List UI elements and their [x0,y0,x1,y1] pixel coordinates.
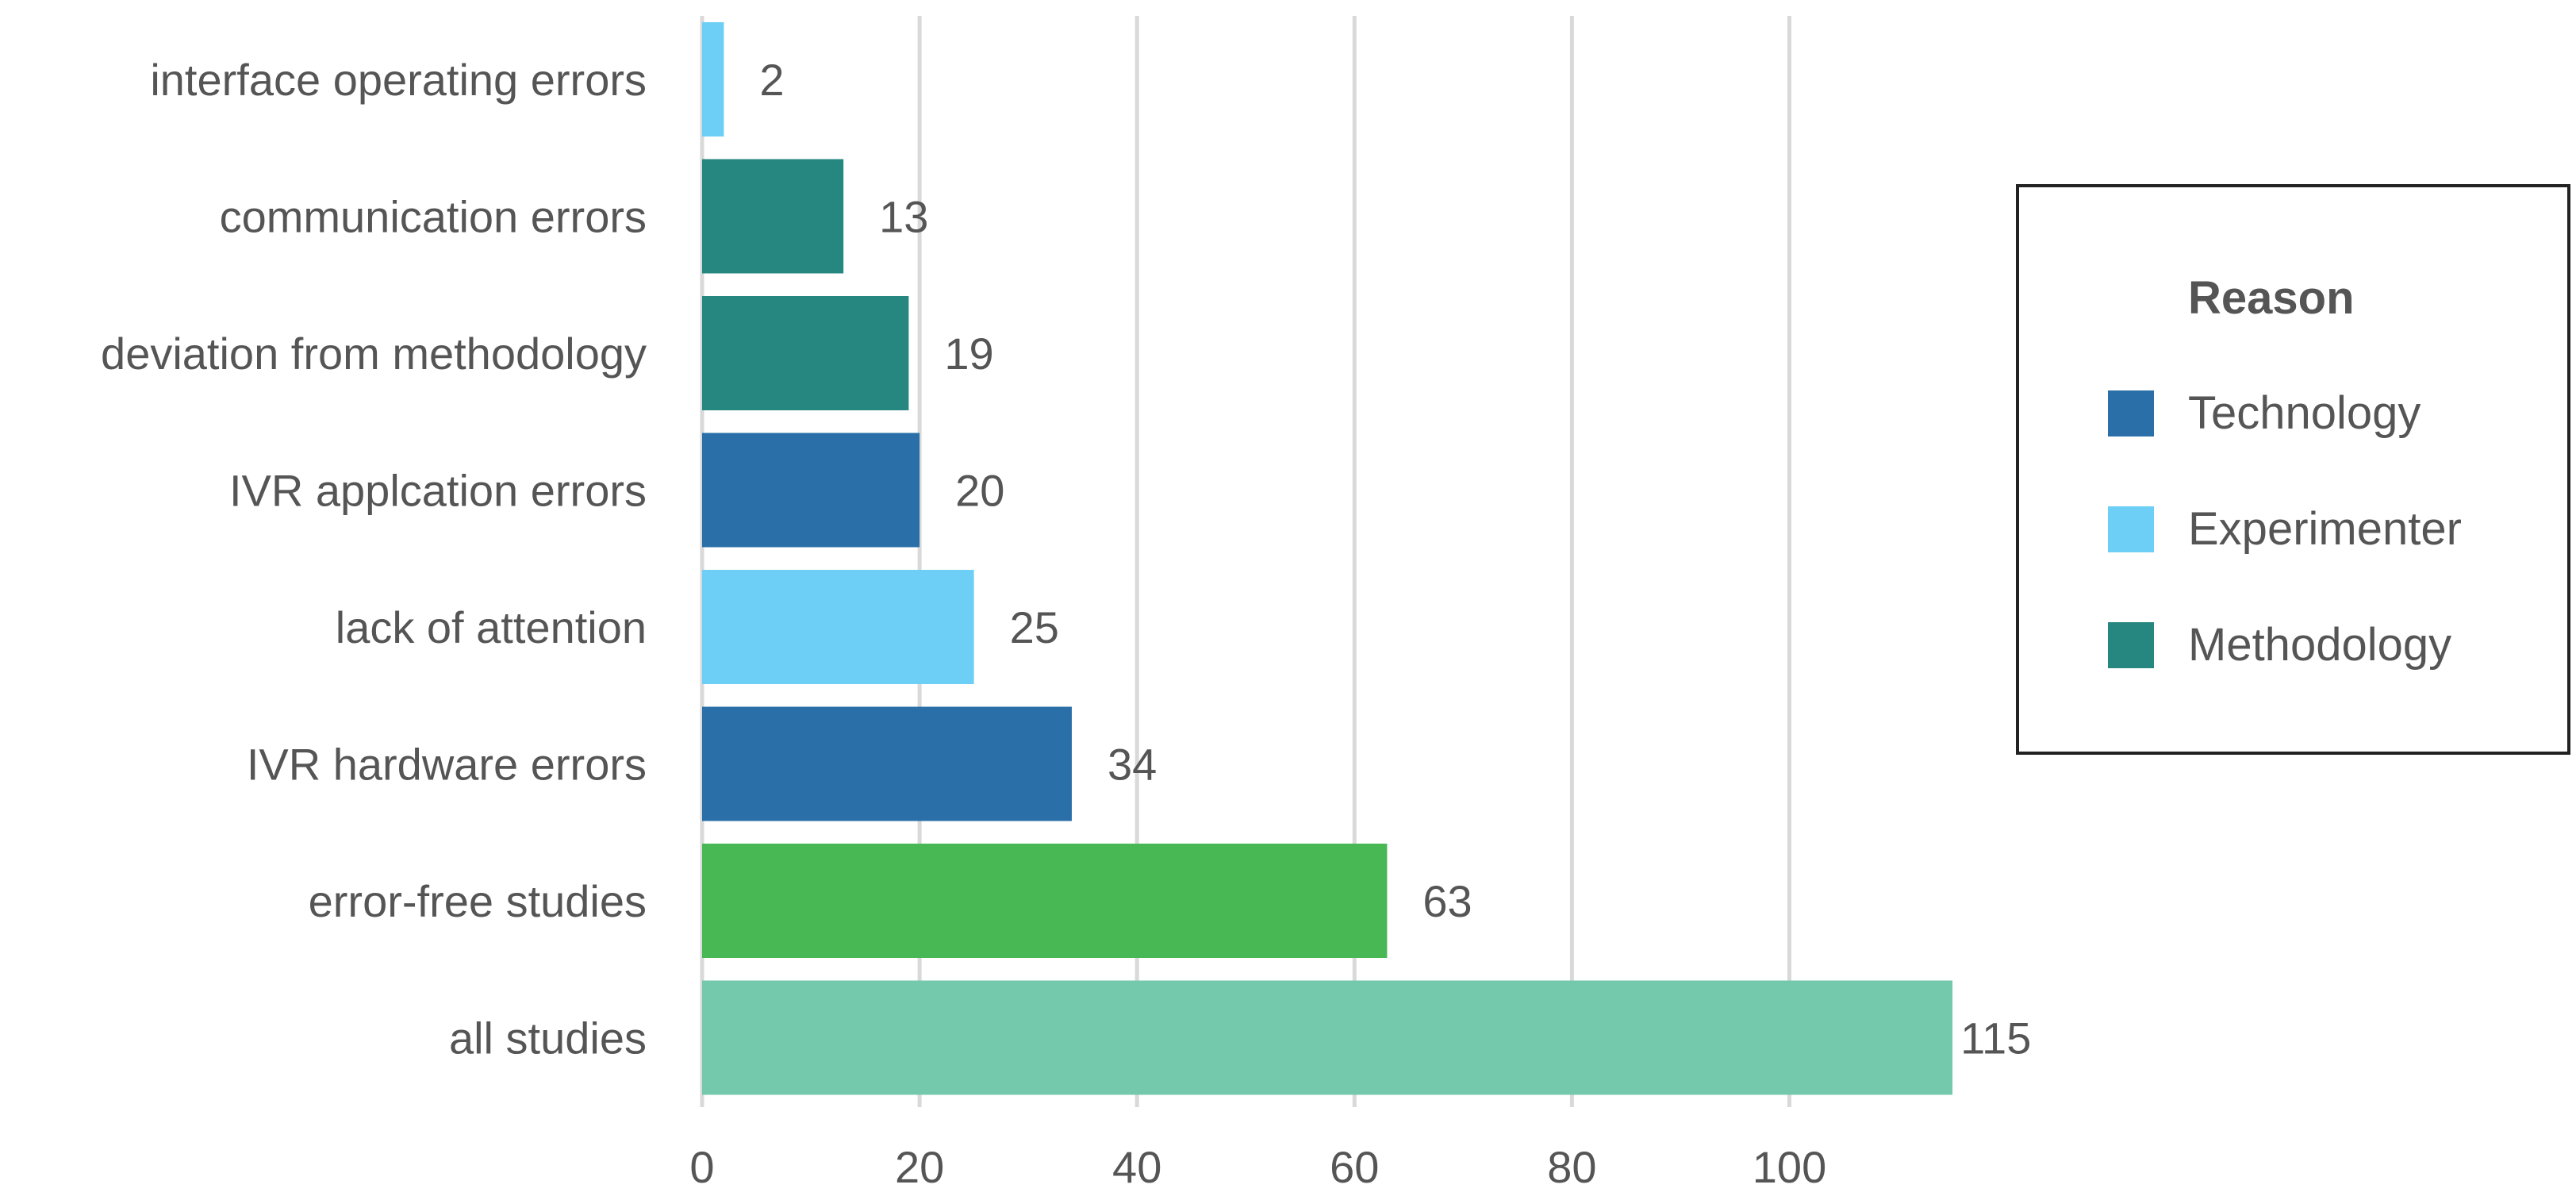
legend: Reason Technology Experimenter Methodology [2016,184,2570,755]
legend-title: Reason [2188,272,2355,324]
bar [702,159,844,274]
value-label: 25 [1010,602,1059,652]
legend-swatch [2108,506,2154,552]
category-label: IVR hardware errors [247,740,647,790]
category-label: communication errors [220,192,647,242]
category-label: error-free studies [309,876,647,926]
category-labels: interface operating errors communication … [101,55,647,1063]
legend-item-label: Methodology [2188,619,2451,671]
value-label: 20 [955,466,1004,516]
value-label: 115 [1960,1013,2031,1063]
bar [702,296,909,410]
bar [702,570,974,684]
value-label: 19 [944,329,993,379]
legend-swatch [2108,390,2154,436]
bars [702,22,1953,1095]
legend-swatch [2108,622,2154,668]
value-label: 63 [1422,876,1472,926]
value-label: 34 [1108,740,1157,790]
bar [702,980,1953,1095]
value-label: 2 [759,55,784,105]
category-label: IVR applcation errors [229,466,647,516]
legend-items: Technology Experimenter Methodology [2108,387,2462,671]
value-label: 13 [879,192,928,242]
category-label: lack of attention [336,602,647,652]
bar [702,844,1388,958]
bar [702,22,724,137]
category-label: all studies [449,1013,647,1063]
x-tick-label: 0 [689,1142,714,1192]
bar [702,433,920,548]
category-label: deviation from methodology [101,329,647,379]
x-tick-label: 80 [1547,1142,1596,1192]
legend-item-label: Experimenter [2188,503,2462,555]
x-tick-labels: 0 20 40 60 80 100 [689,1142,1826,1192]
value-labels: 2 13 19 20 25 34 63 115 [759,55,2031,1063]
bar [702,706,1072,821]
category-label: interface operating errors [150,55,647,105]
x-tick-label: 60 [1330,1142,1379,1192]
x-tick-label: 40 [1112,1142,1161,1192]
legend-item-label: Technology [2188,387,2421,439]
x-tick-label: 100 [1753,1142,1826,1192]
x-tick-label: 20 [895,1142,944,1192]
